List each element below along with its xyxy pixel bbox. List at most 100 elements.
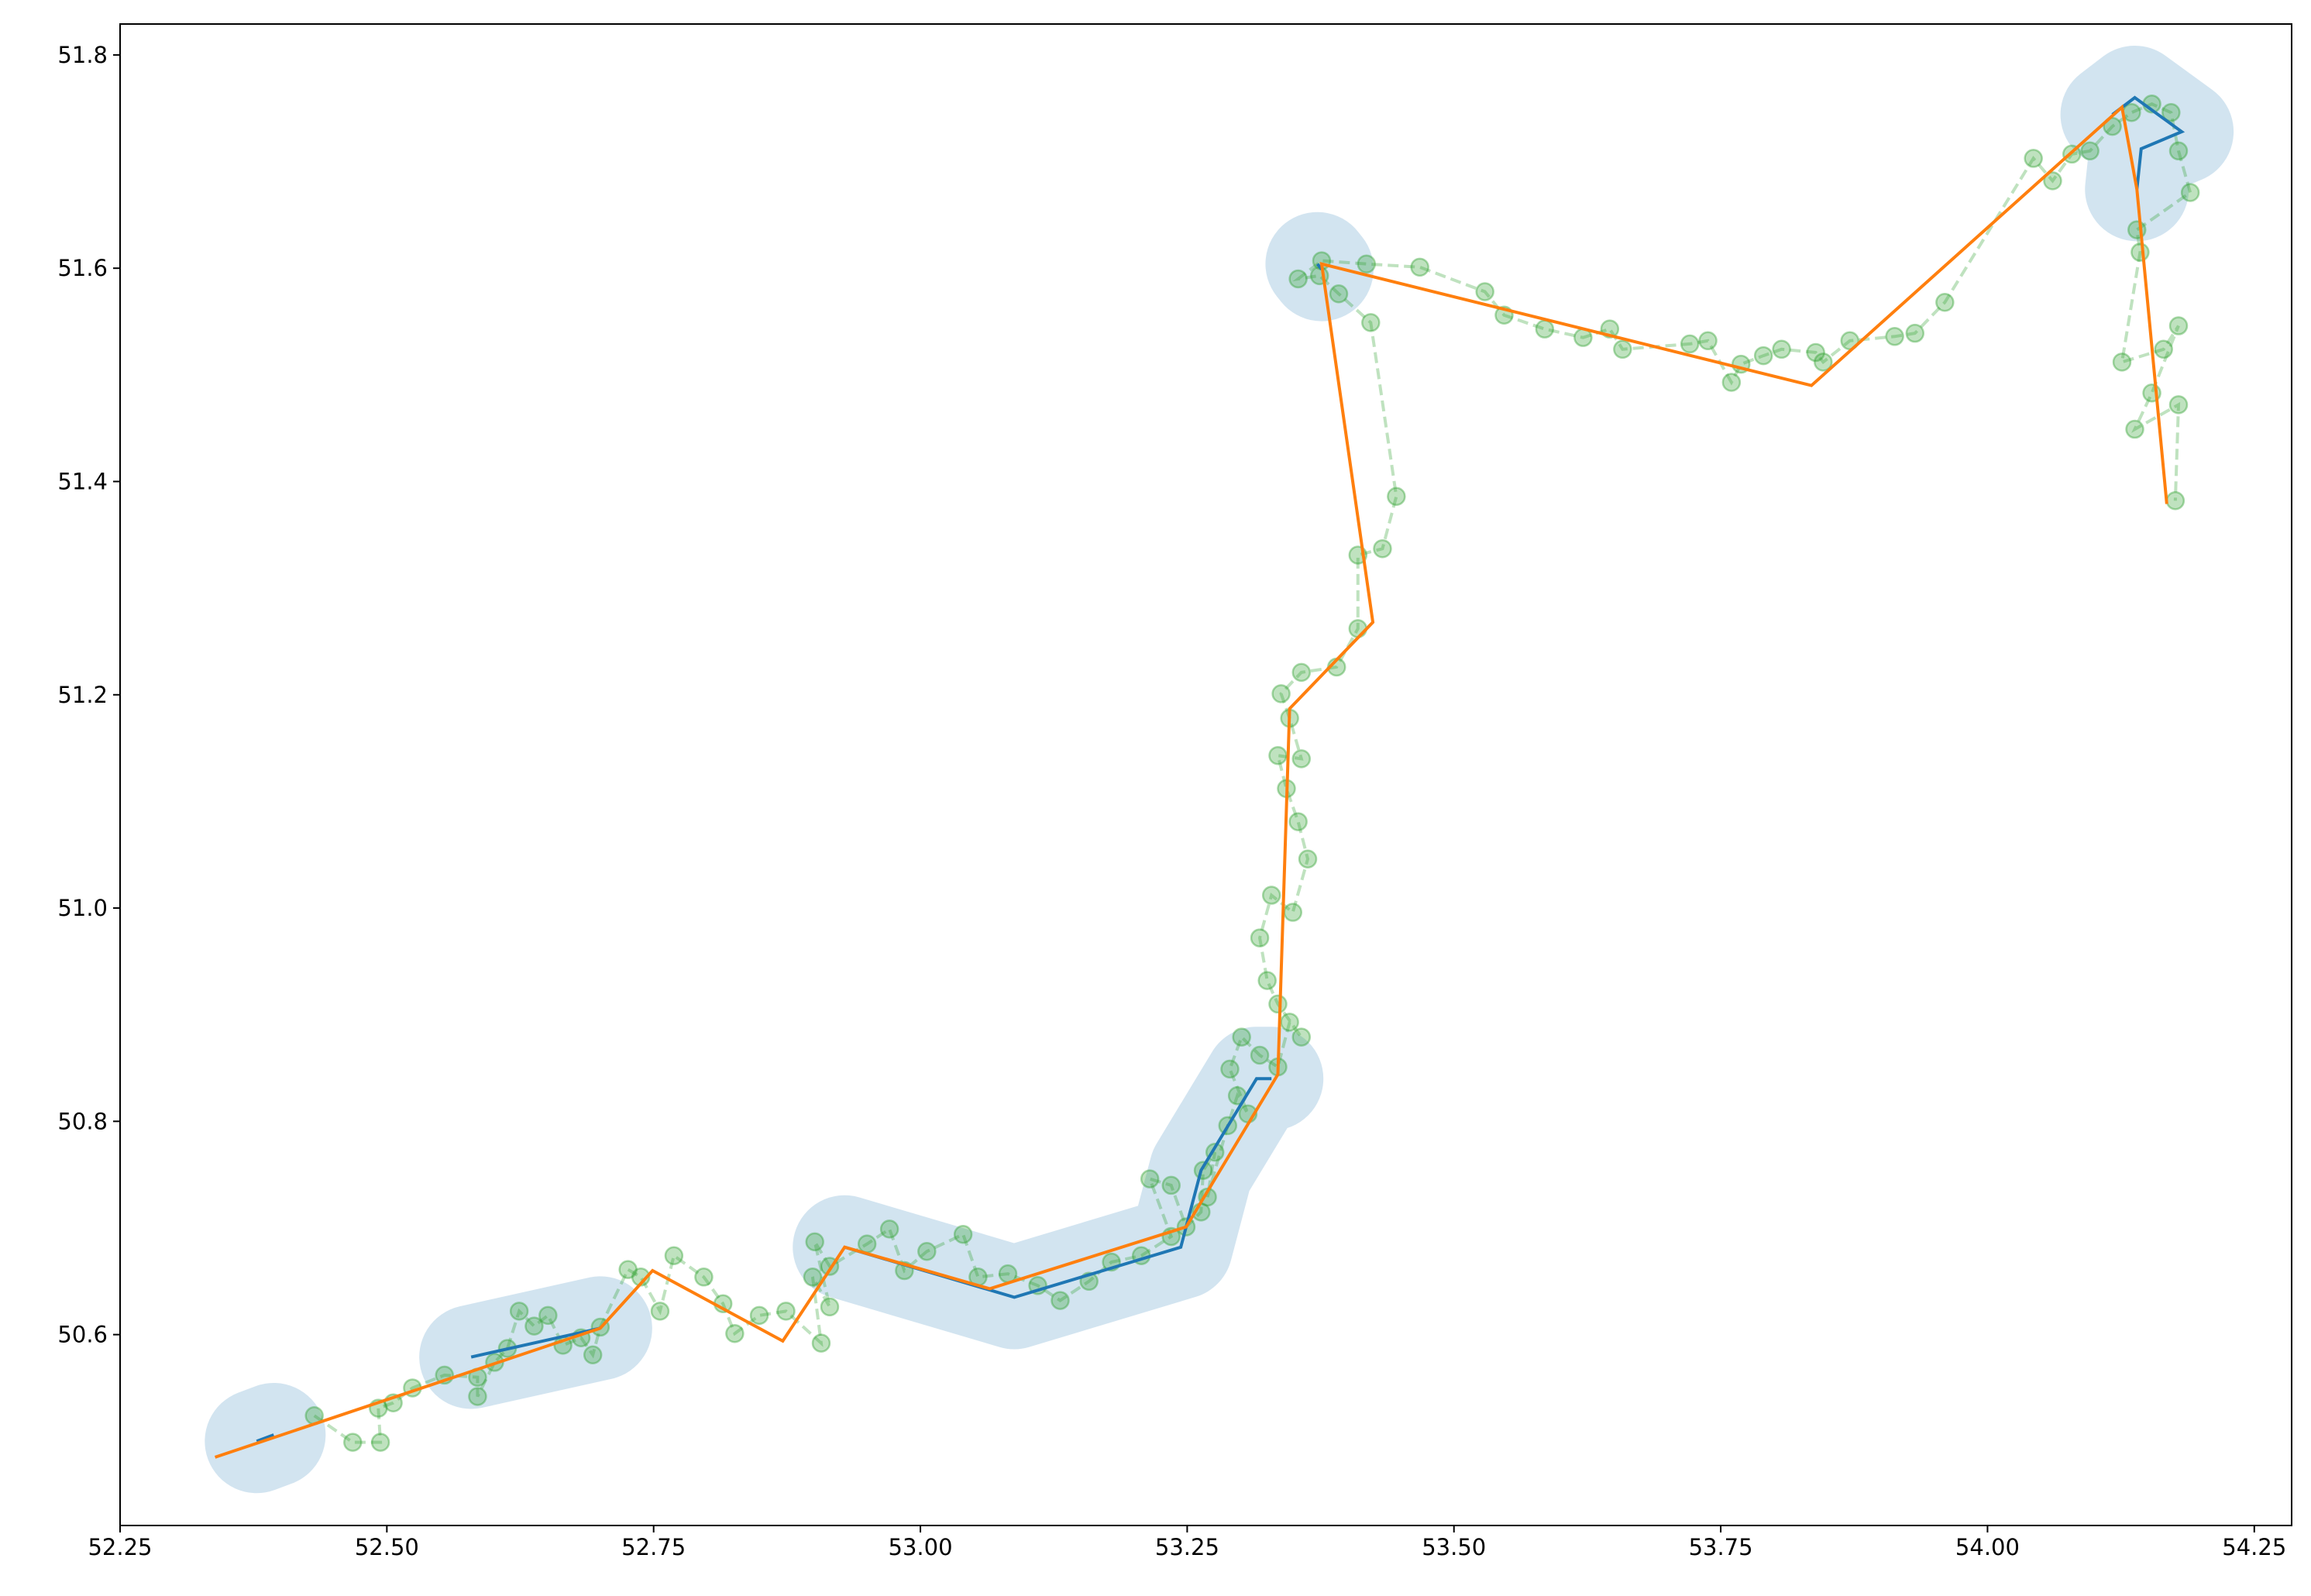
marker (1475, 282, 1494, 301)
marker (811, 1333, 831, 1353)
marker (2125, 419, 2144, 439)
x-tick-label: 53.75 (1689, 1534, 1753, 1560)
marker (1250, 928, 1270, 948)
marker (468, 1387, 487, 1406)
marker (857, 1234, 877, 1254)
y-tick-label: 51.0 (57, 895, 108, 921)
marker (1806, 342, 1825, 363)
marker (509, 1302, 529, 1321)
marker (2130, 242, 2150, 262)
y-tick-label: 50.8 (57, 1108, 108, 1134)
x-tick-label: 54.25 (2222, 1534, 2286, 1560)
marker (2165, 491, 2185, 511)
line (256, 95, 2185, 1443)
marker (1885, 327, 1904, 346)
line (214, 104, 2168, 1459)
marker (1698, 331, 1718, 351)
marker (1271, 684, 1291, 703)
marker (2168, 316, 2189, 335)
x-tick-label: 52.75 (621, 1534, 686, 1560)
marker (725, 1323, 745, 1343)
marker (1680, 334, 1700, 354)
marker (343, 1433, 363, 1452)
marker (583, 1345, 603, 1365)
marker (1268, 994, 1288, 1014)
marker (1361, 313, 1381, 332)
marker (664, 1246, 684, 1266)
marker (650, 1302, 670, 1321)
marker (1329, 284, 1349, 304)
marker (1232, 1027, 1251, 1047)
marker (2122, 102, 2141, 122)
marker (1288, 269, 1308, 289)
marker (1753, 346, 1773, 366)
x-tick-label: 53.25 (1155, 1534, 1219, 1560)
marker (917, 1242, 937, 1261)
marker (694, 1268, 714, 1287)
plot-layer (214, 94, 2200, 1459)
marker (803, 1268, 823, 1287)
marker (1814, 353, 1833, 372)
marker (1291, 1027, 1312, 1047)
marker (1268, 745, 1288, 765)
marker (1348, 619, 1368, 638)
marker (618, 1260, 638, 1279)
y-tick-label: 51.4 (57, 468, 108, 494)
x-tick-label: 54.00 (1955, 1534, 2020, 1560)
marker (2080, 141, 2100, 161)
marker (1161, 1175, 1181, 1195)
x-tick-label: 52.50 (355, 1534, 419, 1560)
marker (2168, 141, 2189, 161)
marker (1357, 254, 1377, 273)
marker (2112, 353, 2132, 372)
marker (1905, 323, 1925, 343)
marker (2043, 171, 2062, 191)
axes-frame (119, 23, 2292, 1526)
marker (820, 1297, 840, 1317)
line (313, 102, 2192, 1444)
marker (1613, 339, 1632, 359)
marker (1935, 292, 1955, 312)
marker (805, 1232, 824, 1252)
marker (749, 1305, 769, 1326)
marker (1387, 487, 1406, 507)
marker (1410, 257, 1429, 277)
marker (2180, 183, 2200, 202)
marker (953, 1224, 973, 1244)
y-tick-label: 51.2 (57, 682, 108, 708)
marker (370, 1433, 390, 1452)
marker (879, 1219, 899, 1239)
marker (1140, 1169, 1160, 1188)
marker (1280, 1013, 1299, 1032)
x-tick-label: 52.25 (88, 1534, 152, 1560)
marker (538, 1305, 558, 1326)
marker (1373, 538, 1392, 559)
y-tick-label: 51.8 (57, 42, 108, 68)
buffer-layer (205, 45, 2234, 1494)
marker (1535, 319, 1555, 339)
marker (1283, 903, 1303, 922)
marker (524, 1316, 544, 1336)
marker (1291, 662, 1312, 683)
marker (1721, 373, 1742, 392)
marker (2161, 102, 2181, 122)
y-tick-label: 51.6 (57, 255, 108, 281)
marker (2154, 339, 2173, 359)
marker (1051, 1291, 1070, 1310)
marker (1250, 1045, 1270, 1065)
marker (1291, 749, 1312, 769)
marker (1257, 971, 1277, 990)
marker (776, 1302, 796, 1321)
marker (1261, 886, 1281, 905)
marker (2024, 149, 2043, 168)
x-tick-label: 53.50 (1422, 1534, 1486, 1560)
marker (1772, 339, 1791, 359)
x-tick-label: 53.00 (889, 1534, 953, 1560)
marker (1288, 812, 1308, 831)
marker (1298, 849, 1318, 869)
buffer-area (205, 45, 2234, 1494)
marker (1220, 1059, 1240, 1079)
marker (2168, 395, 2189, 414)
